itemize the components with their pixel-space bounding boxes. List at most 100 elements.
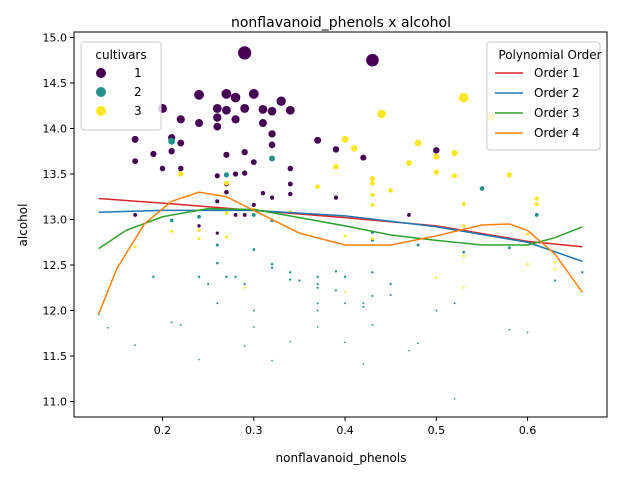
data-point-cultivar-3 [333,163,339,170]
data-point-cultivar-2 [251,213,256,217]
data-point-cultivar-1 [224,189,229,195]
data-point-cultivar-1 [238,46,252,60]
data-point-cultivar-2 [234,275,237,278]
y-tick-label: 14.0 [43,122,68,135]
data-point-cultivar-2 [216,302,219,305]
legend-label-cultivar-2: 2 [134,85,142,99]
data-point-cultivar-3 [170,229,174,233]
data-point-cultivar-1 [268,141,276,149]
data-point-cultivar-3 [369,180,375,186]
data-point-cultivar-3 [343,234,347,238]
legend-label-order-2: Order 2 [534,86,580,100]
data-point-cultivar-1 [267,106,277,116]
data-point-cultivar-1 [332,146,340,153]
data-point-cultivar-1 [258,119,267,127]
data-point-cultivar-1 [214,173,220,179]
data-point-cultivar-1 [222,105,231,115]
data-point-cultivar-2 [134,344,136,346]
data-point-cultivar-1 [230,92,241,103]
data-point-cultivar-2 [243,345,246,347]
data-point-cultivar-3 [223,180,229,186]
data-point-cultivar-1 [213,113,222,122]
legend-marker-cultivar-1 [96,68,106,78]
data-point-cultivar-3 [369,176,375,182]
data-point-cultivar-2 [344,341,346,344]
data-point-cultivar-3 [243,286,246,289]
data-point-cultivar-1 [276,96,286,106]
data-point-cultivar-3 [526,232,530,236]
data-point-cultivar-1 [215,199,220,204]
data-point-cultivar-1 [159,165,166,172]
data-point-cultivar-3 [370,202,375,207]
data-point-cultivar-2 [197,214,201,219]
data-point-cultivar-2 [453,302,456,305]
legend-order-title: Polynomial Order [498,48,601,62]
legend-label-order-1: Order 1 [534,66,580,80]
data-point-cultivar-2 [289,340,292,343]
data-point-cultivar-2 [252,309,255,312]
legend-label-cultivar-1: 1 [134,66,142,80]
y-tick-label: 11.0 [43,396,68,409]
data-point-cultivar-2 [362,302,365,305]
data-point-cultivar-2 [416,243,420,247]
data-point-cultivar-3 [350,145,358,152]
data-point-cultivar-1 [333,195,339,200]
data-point-cultivar-1 [150,150,157,158]
data-point-cultivar-1 [231,115,240,124]
data-point-cultivar-2 [215,243,219,247]
x-axis-label: nonflavanoid_phenols [276,451,407,465]
data-point-cultivar-1 [240,104,250,113]
data-point-cultivar-2 [269,155,276,162]
data-point-cultivar-2 [362,305,365,308]
data-point-cultivar-3 [433,169,440,175]
legend-cultivars: cultivars 1 2 3 [80,41,162,131]
data-point-cultivar-1 [314,136,322,144]
data-point-cultivar-1 [287,181,293,187]
legend-cultivars-title: cultivars [95,48,146,62]
data-point-cultivar-3 [344,291,347,294]
data-point-cultivar-1 [195,119,204,127]
y-tick-label: 13.5 [43,168,68,181]
data-point-cultivar-1 [248,88,259,99]
data-point-cultivar-1 [251,202,256,207]
data-point-cultivar-1 [168,148,175,155]
data-point-cultivar-2 [316,302,319,305]
data-point-cultivar-3 [553,268,557,271]
data-point-cultivar-1 [176,115,185,124]
data-point-cultivar-3 [197,237,201,241]
x-tick-label: 0.4 [336,424,354,437]
data-point-cultivar-2 [169,218,174,223]
legend-marker-cultivar-2 [96,87,106,97]
data-point-cultivar-3 [388,188,394,193]
data-point-cultivar-3 [315,184,321,190]
data-point-cultivar-2 [198,358,200,361]
data-point-cultivar-2 [408,349,410,352]
data-point-cultivar-1 [132,158,139,165]
data-point-cultivar-2 [252,326,255,328]
data-point-cultivar-3 [178,171,184,177]
data-point-cultivar-3 [341,135,349,143]
y-tick-label: 11.5 [43,350,68,363]
data-point-cultivar-1 [366,53,379,67]
data-point-cultivar-1 [197,224,201,228]
data-point-cultivar-2 [479,186,485,191]
data-point-cultivar-2 [225,275,228,278]
data-point-cultivar-2 [389,294,392,297]
x-tick-label: 0.6 [519,424,537,437]
data-point-cultivar-1 [223,151,230,158]
data-point-cultivar-3 [462,254,466,258]
data-point-cultivar-2 [508,328,511,331]
legend-order-box [486,41,601,151]
data-point-cultivar-2 [371,324,374,326]
legend-label-order-3: Order 3 [534,106,580,120]
data-point-cultivar-1 [241,148,248,156]
data-point-cultivar-2 [298,279,301,282]
data-point-cultivar-3 [461,201,466,207]
data-point-cultivar-2 [270,266,274,269]
data-point-cultivar-3 [451,149,458,157]
x-tick-label: 0.3 [245,424,263,437]
data-point-cultivar-3 [370,192,375,198]
data-point-cultivar-3 [462,224,466,228]
fit-line-order-2 [98,209,583,263]
